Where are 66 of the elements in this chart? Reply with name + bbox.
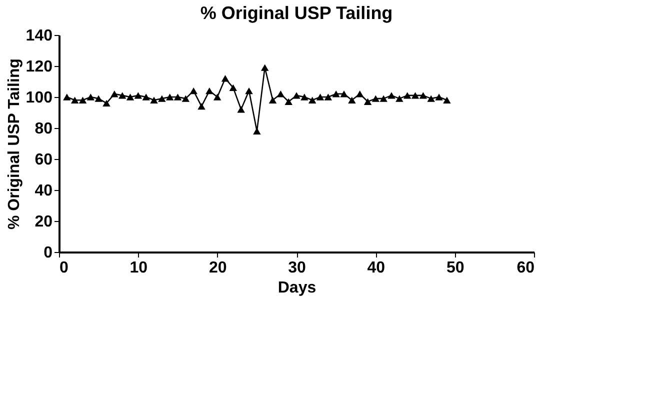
- point: [324, 94, 332, 100]
- point: [118, 92, 126, 99]
- point: [380, 95, 388, 102]
- point: [427, 95, 435, 102]
- point: [126, 94, 134, 100]
- point: [388, 92, 396, 99]
- x-tick-label: 30: [288, 260, 306, 276]
- point: [300, 94, 308, 100]
- point: [348, 96, 356, 104]
- point: [110, 90, 118, 98]
- point: [94, 95, 102, 102]
- point: [308, 96, 316, 104]
- point: [372, 95, 380, 102]
- point: [364, 98, 372, 106]
- point: [158, 95, 166, 102]
- point: [403, 92, 412, 99]
- point: [102, 100, 110, 107]
- point: [70, 96, 79, 104]
- point: [419, 92, 428, 99]
- point: [206, 87, 214, 94]
- point: [276, 90, 285, 98]
- point: [134, 92, 142, 99]
- point: [166, 94, 174, 100]
- point: [182, 95, 190, 102]
- y-tick-label: 20: [34, 214, 53, 230]
- y-tick-label: 0: [44, 244, 53, 262]
- chart-title: % Original USP Tailing: [200, 3, 393, 23]
- point: [443, 96, 451, 104]
- point: [213, 94, 222, 100]
- y-tick-label: 80: [34, 120, 53, 138]
- point: [292, 92, 300, 99]
- y-tick-label: 120: [26, 58, 53, 76]
- point: [174, 94, 182, 100]
- x-axis-title: Days: [278, 280, 316, 296]
- point: [198, 102, 206, 110]
- point: [435, 94, 443, 100]
- x-tick-label: 40: [367, 260, 386, 276]
- point: [78, 96, 87, 104]
- x-tick-label: 50: [446, 260, 464, 276]
- x-tick-label: 0: [60, 260, 68, 276]
- point: [356, 90, 364, 98]
- point: [142, 94, 150, 100]
- point: [396, 95, 404, 102]
- y-tick-label: 40: [34, 182, 53, 200]
- point: [237, 106, 245, 113]
- point: [332, 90, 340, 98]
- x-tick-label: 60: [516, 260, 535, 276]
- point: [260, 64, 269, 71]
- point: [150, 96, 158, 104]
- point: [245, 87, 253, 94]
- x-tick-label: 20: [208, 260, 227, 276]
- point: [340, 90, 348, 98]
- y-tick-label: 60: [34, 152, 53, 168]
- point: [229, 84, 238, 92]
- y-axis-title: % Original USP Tailing: [6, 58, 23, 230]
- point: [63, 94, 71, 100]
- point: [316, 94, 324, 100]
- point: [284, 98, 292, 106]
- point: [86, 94, 95, 100]
- point: [190, 87, 198, 94]
- x-tick-label: 10: [130, 260, 148, 276]
- point: [411, 92, 420, 99]
- y-tick-label: 140: [26, 28, 53, 44]
- point: [268, 96, 277, 104]
- point: [221, 75, 230, 82]
- y-tick-label: 100: [26, 90, 53, 106]
